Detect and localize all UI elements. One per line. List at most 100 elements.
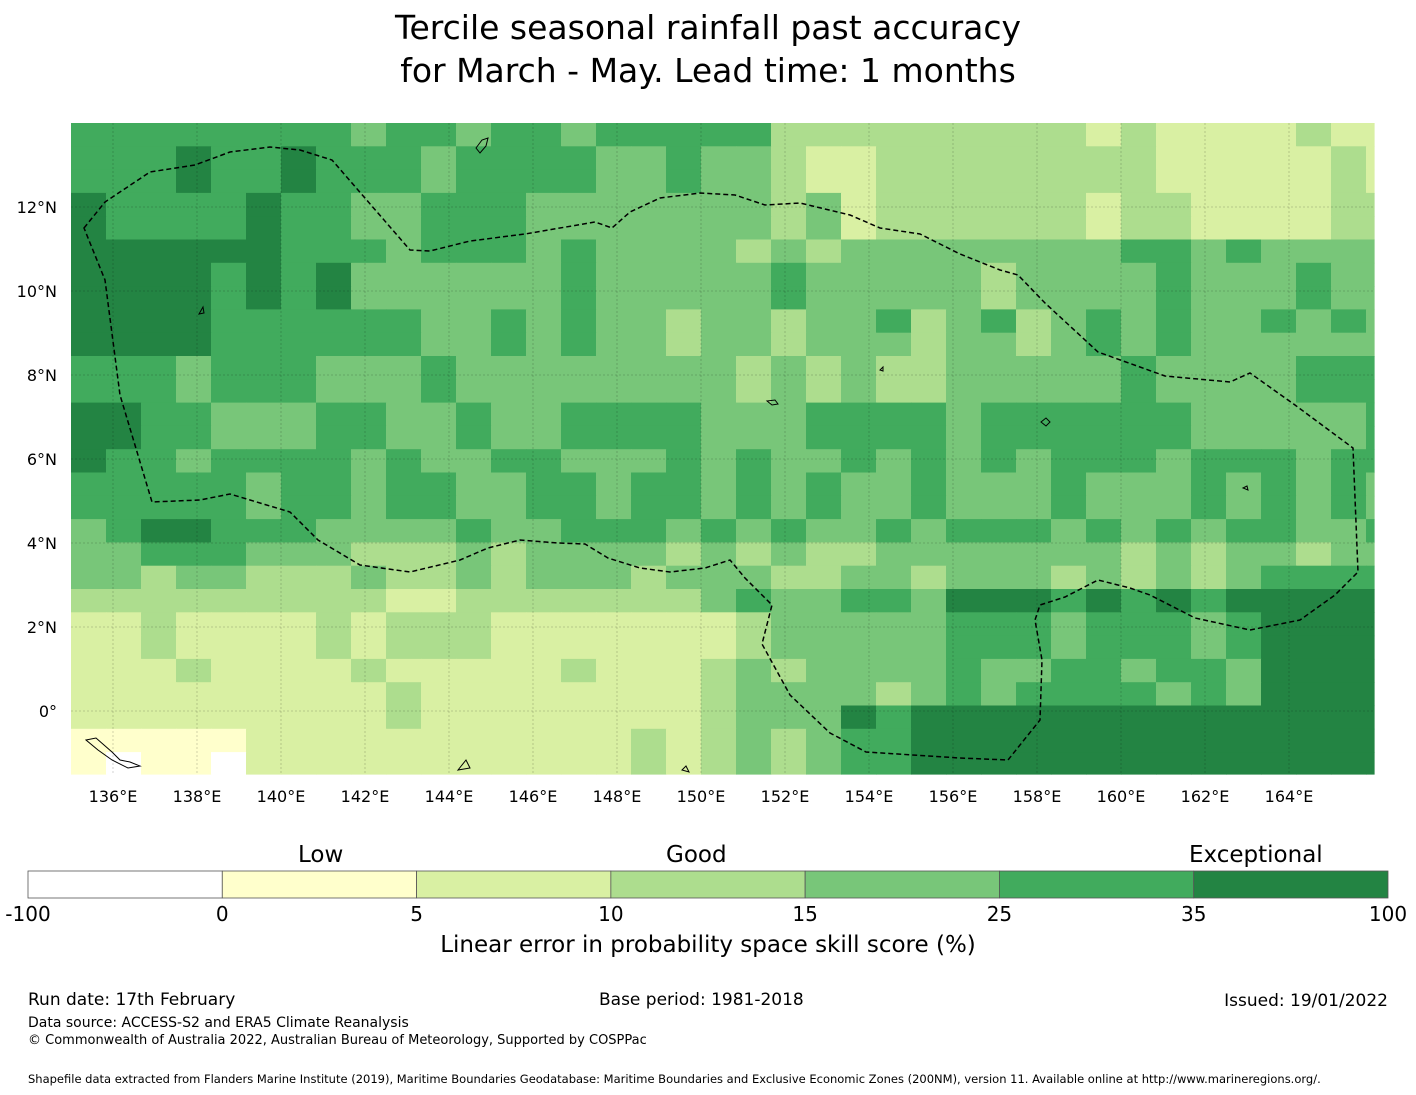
grid-cell: [911, 658, 947, 683]
grid-cell: [911, 146, 947, 171]
grid-cell: [491, 332, 527, 357]
grid-cell: [1191, 216, 1227, 241]
shapefile-credit: Shapefile data extracted from Flanders M…: [28, 1072, 1321, 1086]
grid-cell: [876, 123, 912, 147]
grid-cell: [456, 123, 492, 147]
grid-cell: [106, 402, 142, 427]
grid-cell: [841, 705, 877, 730]
grid-cell: [351, 192, 387, 217]
grid-cell: [1156, 752, 1192, 775]
grid-cell: [1051, 728, 1087, 753]
grid-cell: [736, 169, 772, 194]
grid-cell: [421, 519, 457, 543]
grid-cell: [596, 402, 632, 427]
grid-cell: [876, 239, 912, 264]
grid-cell: [561, 379, 597, 404]
grid-cell: [1156, 239, 1192, 264]
grid-cell: [1261, 589, 1297, 613]
grid-cell: [246, 682, 282, 707]
grid-cell: [1296, 635, 1332, 660]
grid-cell: [1086, 192, 1122, 217]
grid-cell: [1261, 565, 1297, 590]
grid-cell: [1366, 379, 1375, 404]
grid-cell: [491, 472, 527, 497]
grid-cell: [946, 449, 982, 474]
grid-cell: [876, 589, 912, 613]
longitude-label: 152°E: [761, 787, 810, 806]
grid-cell: [71, 635, 107, 660]
grid-cell: [771, 705, 807, 730]
grid-cell: [211, 449, 247, 474]
grid-cell: [526, 705, 562, 730]
grid-cell: [1156, 379, 1192, 404]
colorbar-tick-label: 25: [986, 902, 1013, 926]
grid-cell: [1296, 286, 1332, 310]
grid-cell: [841, 472, 877, 497]
grid-cell: [561, 216, 597, 241]
grid-cell: [701, 309, 737, 334]
grid-cell: [421, 752, 457, 775]
grid-cell: [946, 192, 982, 217]
grid-cell: [281, 565, 317, 590]
longitude-label: 146°E: [509, 787, 558, 806]
grid-cell: [911, 728, 947, 753]
grid-cell: [876, 286, 912, 310]
grid-cell: [841, 589, 877, 613]
grid-cell: [981, 565, 1017, 590]
grid-cell: [876, 332, 912, 357]
grid-cell: [736, 495, 772, 520]
grid-cell: [456, 612, 492, 637]
latitude-labels: 12°N 10°N 8°N 6°N 4°N 2°N 0°: [17, 198, 57, 721]
grid-cell: [351, 449, 387, 474]
grid-cell: [1226, 565, 1262, 590]
grid-cell: [1226, 705, 1262, 730]
colorbar-axis-label: Linear error in probability space skill …: [440, 932, 976, 958]
grid-cell: [351, 146, 387, 171]
grid-cell: [491, 309, 527, 334]
grid-cell: [211, 402, 247, 427]
grid-cell: [1086, 262, 1122, 287]
grid-cell: [631, 425, 667, 450]
grid-cell: [876, 519, 912, 543]
grid-cell: [316, 192, 352, 217]
grid-cell: [1366, 519, 1375, 543]
grid-cell: [456, 356, 492, 380]
grid-cell: [351, 169, 387, 194]
grid-cell: [176, 286, 212, 310]
grid-cell: [596, 216, 632, 241]
grid-cell: [806, 752, 842, 775]
grid-cell: [1086, 589, 1122, 613]
grid-cell: [176, 425, 212, 450]
grid-cell: [701, 682, 737, 707]
grid-cell: [631, 192, 667, 217]
grid-cell: [1366, 123, 1375, 147]
grid-cell: [911, 565, 947, 590]
grid-cell: [666, 379, 702, 404]
issued-date: Issued: 19/01/2022: [1224, 991, 1388, 1011]
grid-cell: [666, 658, 702, 683]
grid-cell: [491, 262, 527, 287]
grid-cell: [911, 332, 947, 357]
grid-cell: [736, 402, 772, 427]
grid-cell: [106, 565, 142, 590]
grid-cell: [946, 519, 982, 543]
grid-cell: [1086, 449, 1122, 474]
grid-cell: [666, 309, 702, 334]
grid-cell: [1366, 495, 1375, 520]
grid-cell: [631, 519, 667, 543]
grid-cell: [666, 705, 702, 730]
grid-cell: [1226, 495, 1262, 520]
grid-cell: [806, 402, 842, 427]
grid-cell: [1226, 658, 1262, 683]
grid-cell: [1086, 123, 1122, 147]
grid-cell: [771, 565, 807, 590]
grid-cell: [1016, 565, 1052, 590]
grid-cell: [911, 705, 947, 730]
grid-cell: [561, 146, 597, 171]
grid-cell: [1086, 495, 1122, 520]
grid-cell: [596, 309, 632, 334]
grid-cell: [981, 192, 1017, 217]
grid-cell: [421, 449, 457, 474]
grid-cell: [1051, 519, 1087, 543]
grid-cell: [211, 309, 247, 334]
